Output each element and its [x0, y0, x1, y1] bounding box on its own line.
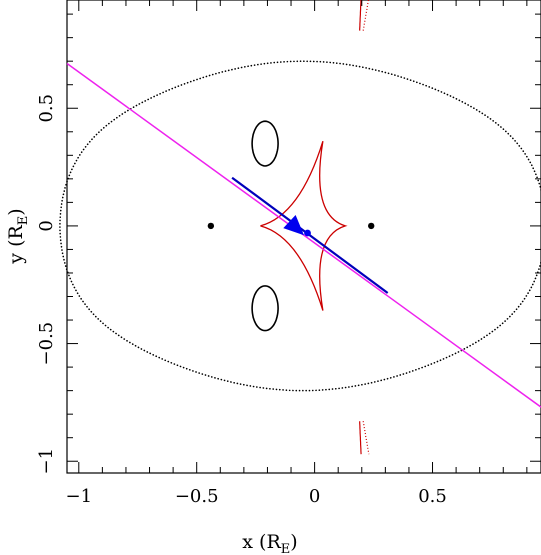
- x-axis-label: x (RE): [242, 531, 297, 555]
- planetary-caustic-1-a: [359, 421, 362, 455]
- critical-loop-1: [251, 285, 279, 332]
- x-tick-label: −0.5: [175, 486, 219, 507]
- ticks-layer: −1 −0.5 0 0.5 −1 −0.5 0 0.5: [36, 0, 541, 507]
- planetary-caustic-0-b: [362, 0, 370, 31]
- y-tick-label: −1: [36, 448, 57, 475]
- lens-point-0: [207, 222, 215, 230]
- y-tick-label: 0: [36, 220, 57, 231]
- x-tick-label: −1: [66, 486, 93, 507]
- direction-arrow: [283, 215, 304, 236]
- x-tick-label: 0.5: [418, 486, 447, 507]
- plot-frame: [66, 0, 541, 474]
- y-axis-label: y (RE): [5, 208, 31, 264]
- planetary-caustic-1-b: [362, 421, 370, 455]
- y-tick-label: −0.5: [36, 322, 57, 366]
- y-tick-label: 0.5: [36, 94, 57, 123]
- central-caustic: [260, 141, 348, 311]
- curves-layer: [59, 0, 541, 455]
- lens-point-1: [368, 222, 375, 230]
- x-tick-label: 0: [309, 486, 320, 507]
- critical-loop-0: [251, 120, 279, 167]
- planetary-caustic-0-a: [359, 0, 362, 31]
- y-axis-label-group: y (RE): [5, 208, 31, 264]
- source-point: [304, 229, 311, 237]
